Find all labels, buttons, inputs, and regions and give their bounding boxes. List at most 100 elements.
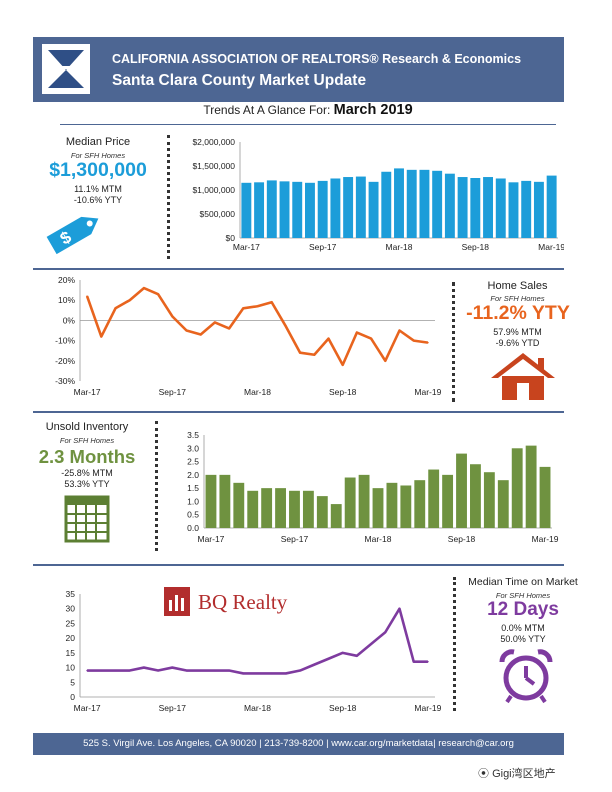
divider-dots-2 — [452, 282, 455, 402]
bar-May-18 — [400, 485, 412, 528]
bar-Dec-18 — [497, 480, 509, 528]
x-tick-label: Sep-17 — [281, 534, 309, 544]
home-sales-subtitle: For SFH Homes — [490, 294, 545, 303]
x-tick-label: Sep-17 — [159, 703, 187, 713]
tom-ytd: 50.0% YTY — [500, 634, 546, 644]
bar-Mar-19 — [539, 466, 551, 528]
x-tick-label: Sep-18 — [329, 387, 357, 397]
x-tick-label: Mar-17 — [74, 387, 101, 397]
home-sales-title: Home Sales — [487, 280, 548, 292]
bar-Mar-18 — [372, 488, 384, 528]
inventory-mtm: -25.8% MTM — [61, 468, 113, 478]
point-Jan-18 — [228, 669, 230, 672]
y-tick-label: 1.5 — [187, 483, 199, 493]
y-tick-label: -30% — [55, 376, 75, 386]
home-sales-chart: -30% -20% -10% 0% 10% 20% Mar-17 Sep-17 Mar-18 Se… — [55, 275, 441, 397]
bar-Jan-18 — [344, 477, 356, 528]
tom-mtm: 0.0% MTM — [501, 623, 545, 633]
point-Dec-17 — [214, 321, 216, 324]
y-tick-label: 0.0 — [187, 523, 199, 533]
x-tick-label: Sep-18 — [448, 534, 476, 544]
point-Jun-18 — [299, 669, 301, 672]
tom-subtitle: For SFH Homes — [495, 591, 551, 600]
point-Mar-18 — [256, 305, 259, 308]
x-tick-label: Mar-19 — [414, 703, 441, 713]
series-line — [87, 607, 428, 675]
y-tick-label: 35 — [66, 589, 76, 599]
trends-heading: Trends At A Glance For: March 2019 — [60, 102, 556, 125]
median-price-value: $1,300,000 — [49, 159, 147, 181]
point-Feb-18 — [242, 307, 245, 310]
x-tick-label: Mar-19 — [538, 242, 564, 252]
x-tick-label: Mar-19 — [532, 534, 559, 544]
section-divider-3 — [33, 564, 564, 566]
bar-Sep-18 — [456, 453, 467, 528]
bar-Feb-18 — [358, 474, 370, 528]
bar-Dec-18 — [508, 182, 519, 238]
point-Mar-17 — [86, 669, 88, 672]
point-May-17 — [114, 307, 117, 310]
bar-Oct-18 — [470, 464, 481, 528]
point-May-17 — [114, 669, 117, 672]
x-tick-label: Mar-18 — [365, 534, 392, 544]
point-Feb-19 — [412, 660, 415, 663]
bar-Jul-17 — [261, 488, 273, 528]
point-Jan-18 — [228, 327, 230, 330]
bar-Jun-17 — [247, 490, 259, 528]
bar-Jan-19 — [511, 448, 523, 528]
bar-Nov-17 — [343, 177, 354, 238]
point-Dec-18 — [384, 631, 387, 634]
bar-Jul-18 — [428, 469, 440, 528]
home-sales-value: -11.2% YTY — [466, 302, 570, 324]
bar-Apr-17 — [219, 474, 231, 528]
bar-Jan-18 — [368, 181, 379, 238]
bar-May-17 — [233, 482, 245, 528]
bar-Sep-17 — [289, 490, 300, 528]
bar-Mar-18 — [394, 168, 404, 238]
trends-prefix: Trends At A Glance For: — [203, 103, 331, 117]
y-tick-label: 0% — [63, 315, 76, 325]
y-tick-label: 1.0 — [187, 496, 199, 506]
point-Jun-18 — [299, 351, 301, 354]
point-Apr-17 — [100, 335, 103, 338]
y-tick-label: 30 — [66, 604, 76, 614]
trends-month: March 2019 — [333, 102, 413, 118]
bar-Feb-18 — [381, 171, 392, 238]
divider-dots-3 — [155, 421, 158, 551]
bq-realty-logo — [164, 587, 190, 616]
y-tick-label: 10 — [66, 663, 76, 673]
x-tick-label: Sep-17 — [309, 242, 337, 252]
car-logo — [42, 44, 90, 94]
point-Jan-19 — [398, 329, 401, 332]
bar-Aug-17 — [275, 488, 286, 528]
x-tick-label: Mar-18 — [386, 242, 413, 252]
bar-May-17 — [266, 180, 277, 238]
point-Nov-17 — [199, 669, 202, 672]
wechat-icon: ⦿ — [478, 768, 489, 780]
point-Jan-19 — [398, 607, 401, 610]
point-Aug-17 — [157, 293, 159, 295]
house-icon — [491, 353, 555, 400]
home-sales-mtm: 57.9% MTM — [493, 327, 542, 337]
x-tick-label: Mar-17 — [197, 534, 224, 544]
x-tick-label: Sep-18 — [329, 703, 357, 713]
point-Apr-18 — [270, 301, 273, 304]
point-Sep-18 — [341, 652, 344, 654]
divider-dots-1 — [167, 135, 170, 259]
tom-value: 12 Days — [487, 599, 559, 620]
bar-Jul-18 — [444, 173, 455, 238]
y-tick-label: 25 — [66, 618, 76, 628]
bar-Dec-17 — [355, 176, 366, 238]
bar-Aug-18 — [457, 177, 468, 238]
bar-Mar-17 — [205, 474, 217, 528]
y-tick-label: $0 — [226, 233, 236, 243]
point-Nov-17 — [199, 333, 202, 336]
footer-contact: 525 S. Virgil Ave. Los Angeles, CA 90020… — [33, 733, 564, 755]
bar-Mar-17 — [241, 182, 252, 238]
median-price-subtitle: For SFH Homes — [70, 151, 126, 160]
y-tick-label: 2.5 — [187, 457, 199, 467]
y-tick-label: 10% — [58, 295, 75, 305]
inventory-title: Unsold Inventory — [45, 421, 129, 433]
y-tick-label: 3.5 — [187, 430, 199, 440]
bar-Oct-18 — [483, 177, 494, 238]
